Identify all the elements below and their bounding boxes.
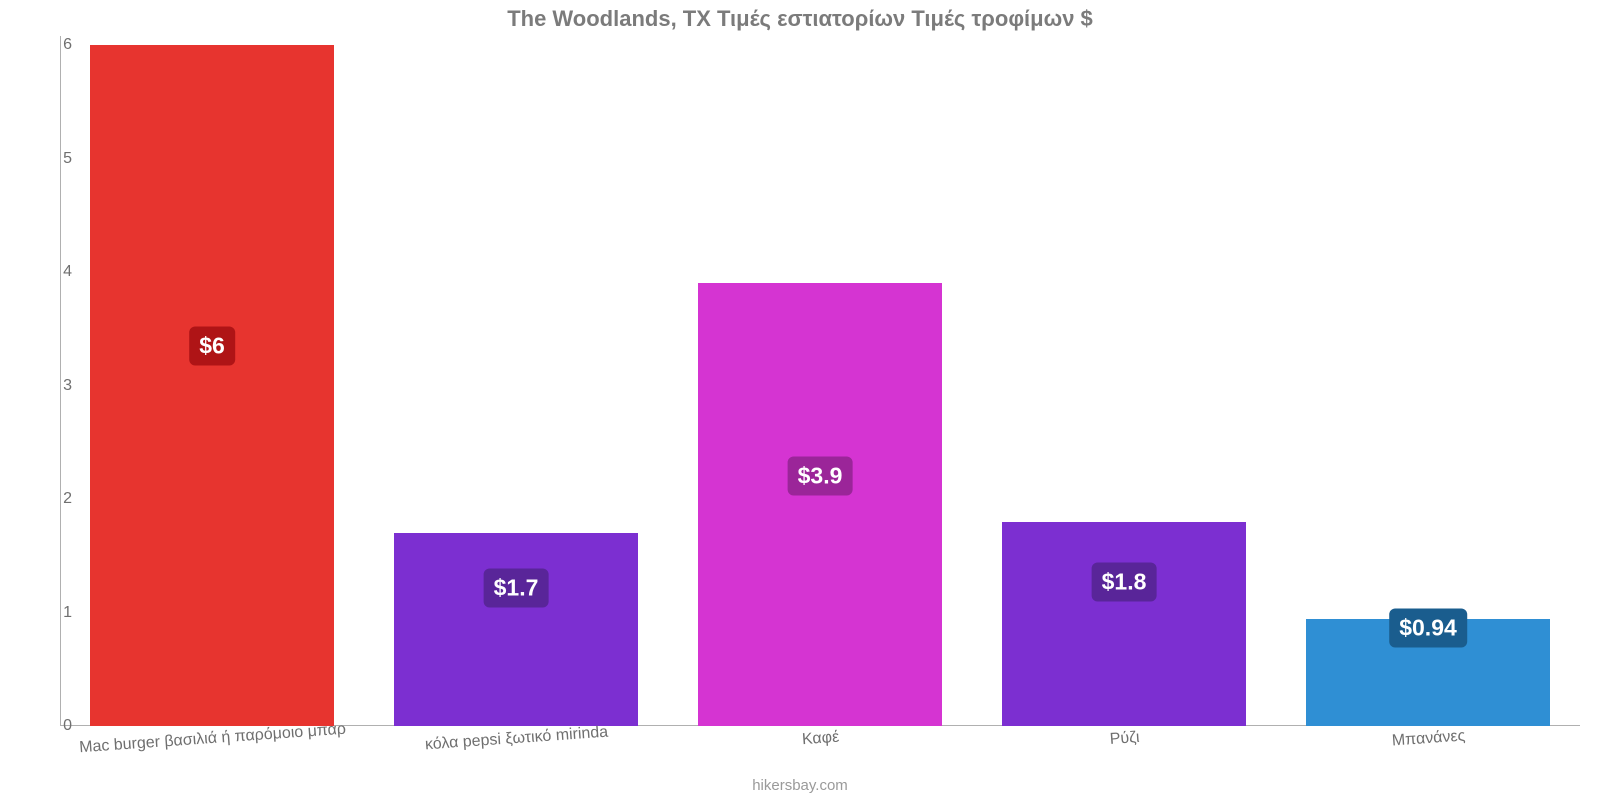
value-badge: $1.7 (484, 568, 549, 607)
y-tick-label: 4 (63, 263, 72, 281)
x-tick-label: Ρύζι (1109, 729, 1140, 749)
plot-area: $6 $1.7 $3.9 $1.8 $0.94 (60, 36, 1580, 726)
y-tick-label: 1 (63, 604, 72, 622)
y-tick-label: 3 (63, 377, 72, 395)
y-tick-label: 0 (63, 717, 72, 735)
value-badge: $0.94 (1389, 609, 1467, 648)
x-tick-label: Μπανάνες (1391, 727, 1466, 750)
x-tick-label: Mac burger βασιλιά ή παρόμοιο μπαρ (79, 721, 347, 758)
bar (1002, 522, 1245, 726)
value-badge: $3.9 (788, 457, 853, 496)
footer-attribution: hikersbay.com (0, 777, 1600, 794)
x-tick-label: κόλα pepsi ξωτικό mirinda (424, 724, 608, 755)
y-tick-label: 2 (63, 490, 72, 508)
bar (394, 533, 637, 726)
chart-container: The Woodlands, TX Τιμές εστιατορίων Τιμέ… (0, 0, 1600, 800)
value-badge: $1.8 (1092, 562, 1157, 601)
x-tick-label: Καφέ (801, 729, 839, 750)
y-tick-label: 6 (63, 36, 72, 54)
y-tick-label: 5 (63, 150, 72, 168)
bar (90, 45, 333, 726)
chart-title: The Woodlands, TX Τιμές εστιατορίων Τιμέ… (0, 6, 1600, 32)
bar (698, 283, 941, 726)
value-badge: $6 (189, 326, 235, 365)
y-axis-line (60, 36, 61, 726)
